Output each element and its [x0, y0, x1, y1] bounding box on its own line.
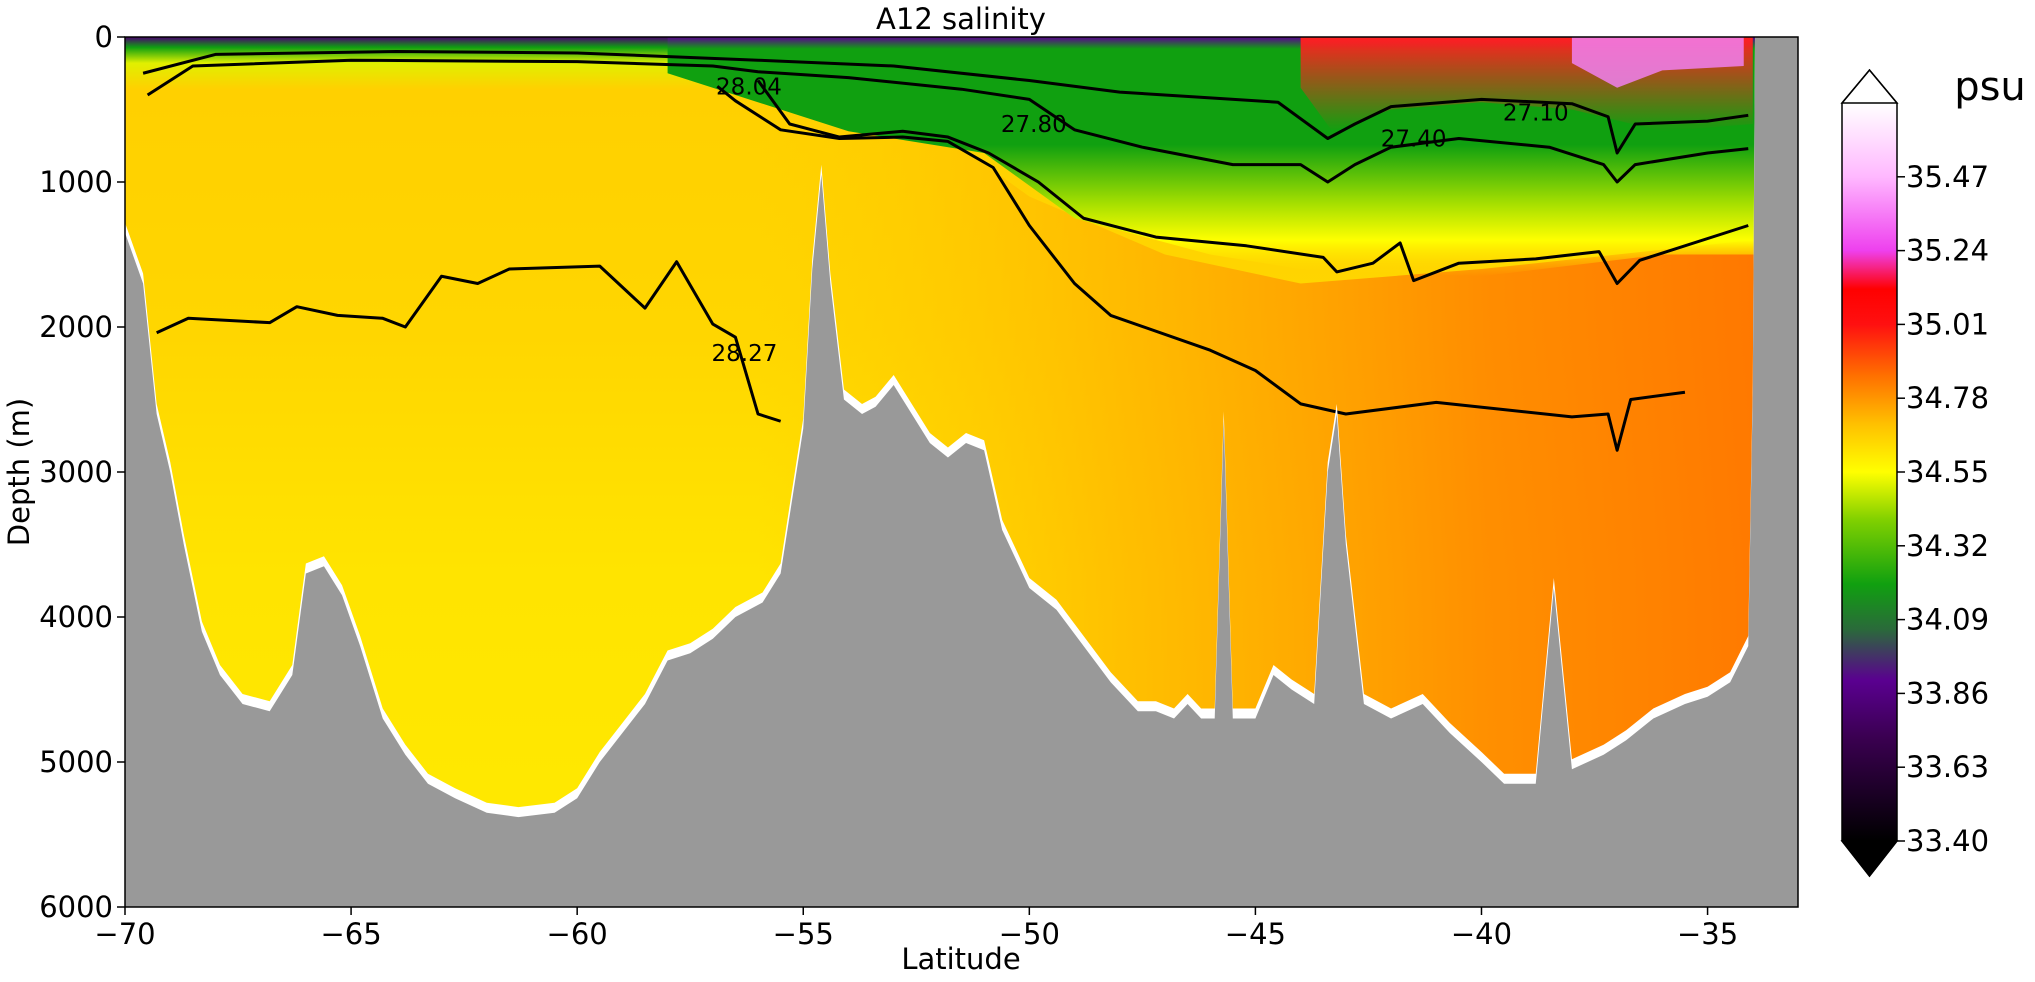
- colorbar-ticks: 33.40 33.63 33.86 34.09 34.32 34.55 34.78 35.01…: [1897, 160, 1989, 858]
- x-tick-label: −35: [1677, 917, 1738, 951]
- x-axis-label: Latitude: [901, 942, 1020, 976]
- y-tick-label: 2000: [39, 310, 113, 344]
- x-tick-label: −55: [773, 917, 834, 951]
- contour-layer: [142, 50, 1749, 452]
- colorbar-tick-label: 35.47: [1906, 160, 1989, 194]
- x-axis-ticks: −70 −65 −60 −55 −50 −45 −40 −35: [94, 907, 1738, 951]
- colorbar-tick-label: 34.09: [1906, 603, 1989, 637]
- contour-label-28-04: 28.04: [716, 74, 782, 100]
- plot-area: 27.10 27.40 27.80 28.04 28.27: [125, 37, 1798, 907]
- colorbar-tick-label: 34.32: [1906, 529, 1989, 563]
- contour-27-40: [146, 58, 1749, 184]
- y-axis-label: Depth (m): [2, 398, 36, 546]
- colorbar-label: psu: [1954, 64, 2026, 110]
- colorbar-extend-max: [1840, 68, 1899, 104]
- y-tick-label: 3000: [39, 455, 113, 489]
- contour-label-27-40: 27.40: [1381, 127, 1447, 153]
- contour-27-80: [756, 79, 1749, 285]
- x-tick-label: −50: [999, 917, 1060, 951]
- colorbar-extend-min: [1840, 840, 1899, 878]
- colorbar-tick-label: 33.40: [1906, 824, 1989, 858]
- y-tick-label: 4000: [39, 600, 113, 634]
- colorbar-tick-label: 34.55: [1906, 455, 1989, 489]
- y-axis-ticks: 0 1000 2000 3000 4000 5000 6000: [39, 20, 125, 924]
- contour-28-27: [156, 260, 782, 423]
- x-tick-label: −60: [547, 917, 608, 951]
- contour-label-layer: 27.10 27.40 27.80 28.04 28.27: [712, 74, 1569, 367]
- seafloor: [125, 37, 1798, 907]
- contour-label-27-10: 27.10: [1503, 100, 1569, 126]
- surface-pink-patch: [1571, 37, 1744, 88]
- x-tick-label: −45: [1225, 917, 1286, 951]
- colorbar-scale: [1842, 103, 1897, 841]
- contour-27-10: [142, 50, 1749, 155]
- contour-label-27-80: 27.80: [1001, 112, 1067, 138]
- colorbar-tick-label: 35.24: [1906, 234, 1989, 268]
- contour-label-28-27: 28.27: [712, 341, 778, 367]
- contour-28-04: [716, 85, 1686, 452]
- y-tick-label: 6000: [39, 890, 113, 924]
- chart-title: A12 salinity: [876, 2, 1046, 36]
- x-tick-label: −40: [1451, 917, 1512, 951]
- x-tick-label: −70: [94, 917, 155, 951]
- y-tick-label: 5000: [39, 745, 113, 779]
- colorbar: 33.40 33.63 33.86 34.09 34.32 34.55 34.78 35.01…: [1840, 64, 2026, 878]
- colorbar-tick-label: 34.78: [1906, 381, 1989, 415]
- colorbar-tick-label: 35.01: [1906, 307, 1989, 341]
- colorbar-tick-label: 33.63: [1906, 750, 1989, 784]
- y-tick-label: 0: [95, 20, 113, 54]
- y-tick-label: 1000: [39, 165, 113, 199]
- x-tick-label: −65: [320, 917, 381, 951]
- colorbar-tick-label: 33.86: [1906, 676, 1989, 710]
